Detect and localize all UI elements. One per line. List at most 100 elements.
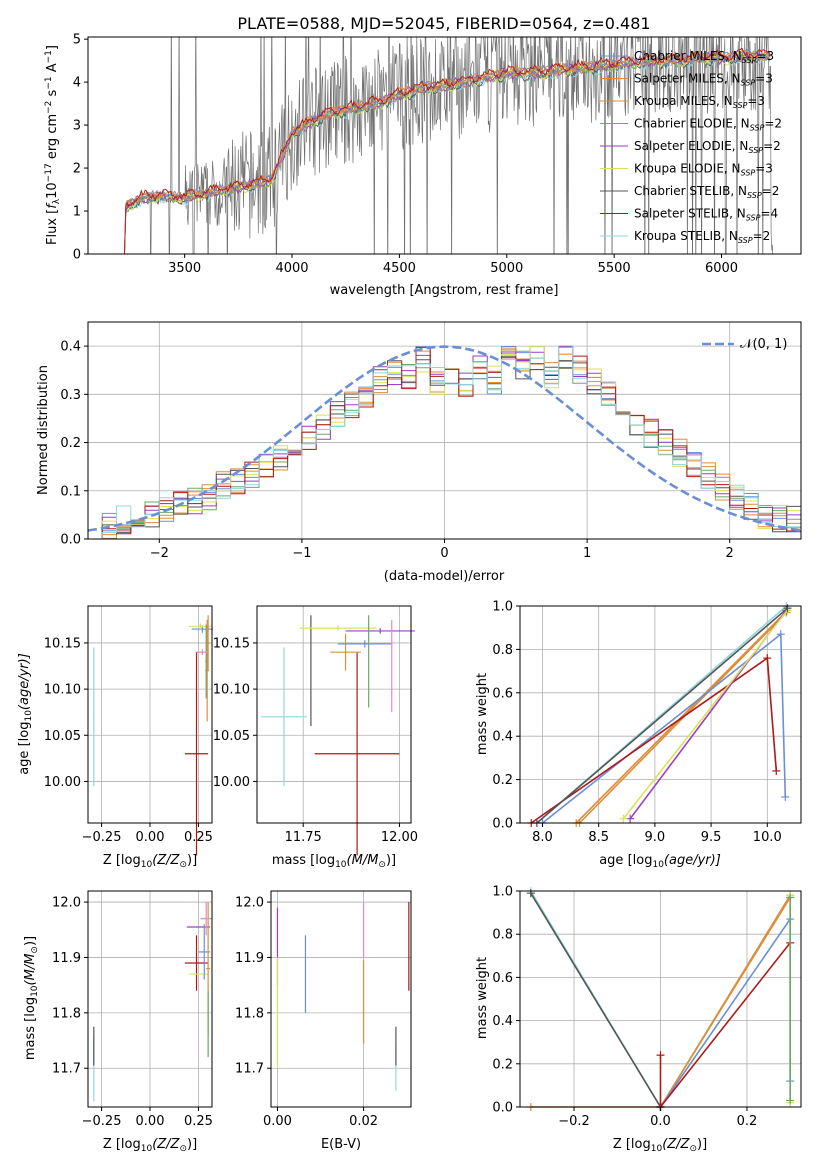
x-tick-label: 11.75 xyxy=(285,830,322,845)
residuals-ylabel: Normed distribution xyxy=(36,365,51,495)
y-tick-label: 10.15 xyxy=(213,636,250,651)
y-tick-label: 0.8 xyxy=(492,928,513,943)
y-tick-label: 0.6 xyxy=(492,971,513,986)
y-tick-label: 4 xyxy=(73,76,81,91)
y-tick-label: 10.10 xyxy=(213,683,250,698)
x-tick-label: −0.25 xyxy=(82,830,122,845)
x-tick-label: 0.00 xyxy=(136,1114,165,1129)
x-tick-label: 4500 xyxy=(383,261,416,276)
mass-vs-ebv-errorbars xyxy=(276,902,410,1091)
mass-weight-marker xyxy=(776,630,785,639)
legend-label: Kroupa STELIB, NSSP=2 xyxy=(634,229,770,245)
y-tick-label: 0.2 xyxy=(492,1057,513,1072)
legend-label: Salpeter STELIB, NSSP=4 xyxy=(634,207,778,223)
mass-weight-marker xyxy=(626,814,635,823)
age-vs-mass-errorbars xyxy=(260,615,415,856)
x-tick-label: 0.02 xyxy=(349,1114,378,1129)
legend-label: Chabrier STELIB, NSSP=2 xyxy=(634,184,779,200)
massweight-vs-metallicity-panel: −0.2 0.0 0.2 0.0 0.2 0.4 0.6 0.8 1.0 Z [log10(Z/… xyxy=(475,885,802,1154)
errorbar-point xyxy=(200,902,212,936)
y-tick-label: 0.4 xyxy=(492,730,513,745)
x-tick-label: 9.0 xyxy=(645,830,666,845)
model-spectra xyxy=(124,47,771,254)
ebv-xlabel: E(B-V) xyxy=(321,1137,361,1152)
mass-vs-metallicity-errorbars xyxy=(93,902,212,1102)
y-tick-label: 12.0 xyxy=(235,896,264,911)
x-tick-label: 2 xyxy=(726,546,734,561)
y-tick-label: 2 xyxy=(73,162,81,177)
mass-weight-marker xyxy=(786,1096,795,1105)
x-tick-label: 8.0 xyxy=(532,830,553,845)
residuals-xlabel: (data-model)/error xyxy=(384,569,505,584)
errorbar-point xyxy=(196,649,209,655)
y-tick-label: 1 xyxy=(73,205,81,220)
massweight-Z-xlabel: Z [log10(Z/Z⊙)] xyxy=(613,1137,707,1154)
y-tick-label: 12.0 xyxy=(52,896,81,911)
x-tick-label: 0.25 xyxy=(184,830,213,845)
errorbar-point xyxy=(260,647,308,787)
errorbar-point xyxy=(337,640,392,648)
massweight-vs-age-panel: 8.0 8.5 9.0 9.5 10.0 0.0 0.2 0.4 0.6 0.8 1.0 age [… xyxy=(475,600,802,870)
y-tick-label: 0.2 xyxy=(492,773,513,788)
y-tick-label: 11.9 xyxy=(52,951,81,966)
x-tick-label: 0.2 xyxy=(737,1114,758,1129)
mass-vs-Z-xlabel: Z [log10(Z/Z⊙)] xyxy=(103,1137,197,1154)
legend-label: Kroupa MILES, NSSP=3 xyxy=(634,94,765,110)
y-tick-label: 5 xyxy=(73,33,81,48)
residuals-panel: −2 −1 0 1 2 0.0 0.1 0.2 0.3 0.4 (data-model)/erro… xyxy=(36,321,802,584)
y-tick-label: 1.0 xyxy=(492,885,513,900)
spectrum-ylabel: Flux [fλ10−17 erg cm−2 s−1 A−1] xyxy=(44,45,62,245)
y-tick-label: 11.9 xyxy=(235,951,264,966)
spectrum-title: PLATE=0588, MJD=52045, FIBERID=0564, z=0… xyxy=(237,14,650,33)
observed-flux-line xyxy=(125,37,773,254)
y-tick-label: 0.6 xyxy=(492,686,513,701)
age-vs-mass-xlabel: mass [log10(M/M⊙)] xyxy=(272,853,396,870)
x-tick-label: 5500 xyxy=(598,261,631,276)
mass-weight-line xyxy=(575,609,789,824)
massweight-age-ylabel: mass weight xyxy=(475,673,490,755)
x-tick-label: 9.5 xyxy=(701,830,722,845)
mass-ylabel: mass [log10(M/M⊙)] xyxy=(23,936,40,1060)
y-tick-label: 11.7 xyxy=(235,1062,264,1077)
age-ylabel: age [log10(age/yr)] xyxy=(17,653,34,775)
y-tick-label: 0.8 xyxy=(492,643,513,658)
model-spectrum-line xyxy=(124,47,771,254)
errorbar-point xyxy=(345,628,415,634)
x-tick-label: 0.0 xyxy=(650,1114,671,1129)
x-tick-label: 8.5 xyxy=(588,830,609,845)
mass-weight-line xyxy=(622,609,789,820)
age-vs-metallicity-panel: −0.25 0.00 0.25 10.00 10.05 10.10 10.15 Z [log… xyxy=(17,605,213,870)
x-tick-label: 10.0 xyxy=(753,830,782,845)
x-tick-label: 1 xyxy=(583,546,591,561)
age-vs-mass-panel: 11.75 12.00 10.00 10.05 10.10 10.15 mass [log… xyxy=(213,605,418,870)
y-tick-label: 10.00 xyxy=(44,775,81,790)
x-tick-label: 0.00 xyxy=(136,830,165,845)
mass-weight-marker xyxy=(772,766,781,775)
y-tick-label: 11.8 xyxy=(235,1006,264,1021)
observed-spectrum xyxy=(125,37,773,254)
x-tick-label: 3500 xyxy=(168,261,201,276)
residual-histogram xyxy=(88,345,802,540)
spectrum-xlabel: wavelength [Angstrom, rest frame] xyxy=(330,283,559,298)
errorbar-point xyxy=(206,615,211,671)
y-tick-label: 0.0 xyxy=(492,817,513,832)
errorbar-point xyxy=(205,624,208,699)
errorbar-point xyxy=(184,652,209,856)
mass-vs-metallicity-panel: −0.25 0.00 0.25 11.7 11.8 11.9 12.0 Z [log10(Z… xyxy=(23,890,213,1154)
residuals-legend: 𝒩(0, 1) xyxy=(702,337,787,352)
mass-weight-line xyxy=(530,892,662,1108)
massweight-vs-age-lines xyxy=(527,602,792,827)
y-tick-label: 0.0 xyxy=(492,1101,513,1116)
mass-weight-marker xyxy=(526,889,535,898)
mass-weight-line xyxy=(536,607,789,824)
legend-label: Chabrier MILES, NSSP=3 xyxy=(634,49,774,65)
mass-weight-marker xyxy=(786,893,795,902)
y-tick-label: 10.05 xyxy=(44,729,81,744)
y-tick-label: 0.2 xyxy=(60,436,81,451)
x-tick-label: −1 xyxy=(292,546,311,561)
x-tick-label: 0.25 xyxy=(184,1114,213,1129)
y-tick-label: 0 xyxy=(73,248,81,263)
gaussian-curve xyxy=(87,345,802,532)
y-tick-label: 0.1 xyxy=(60,484,81,499)
